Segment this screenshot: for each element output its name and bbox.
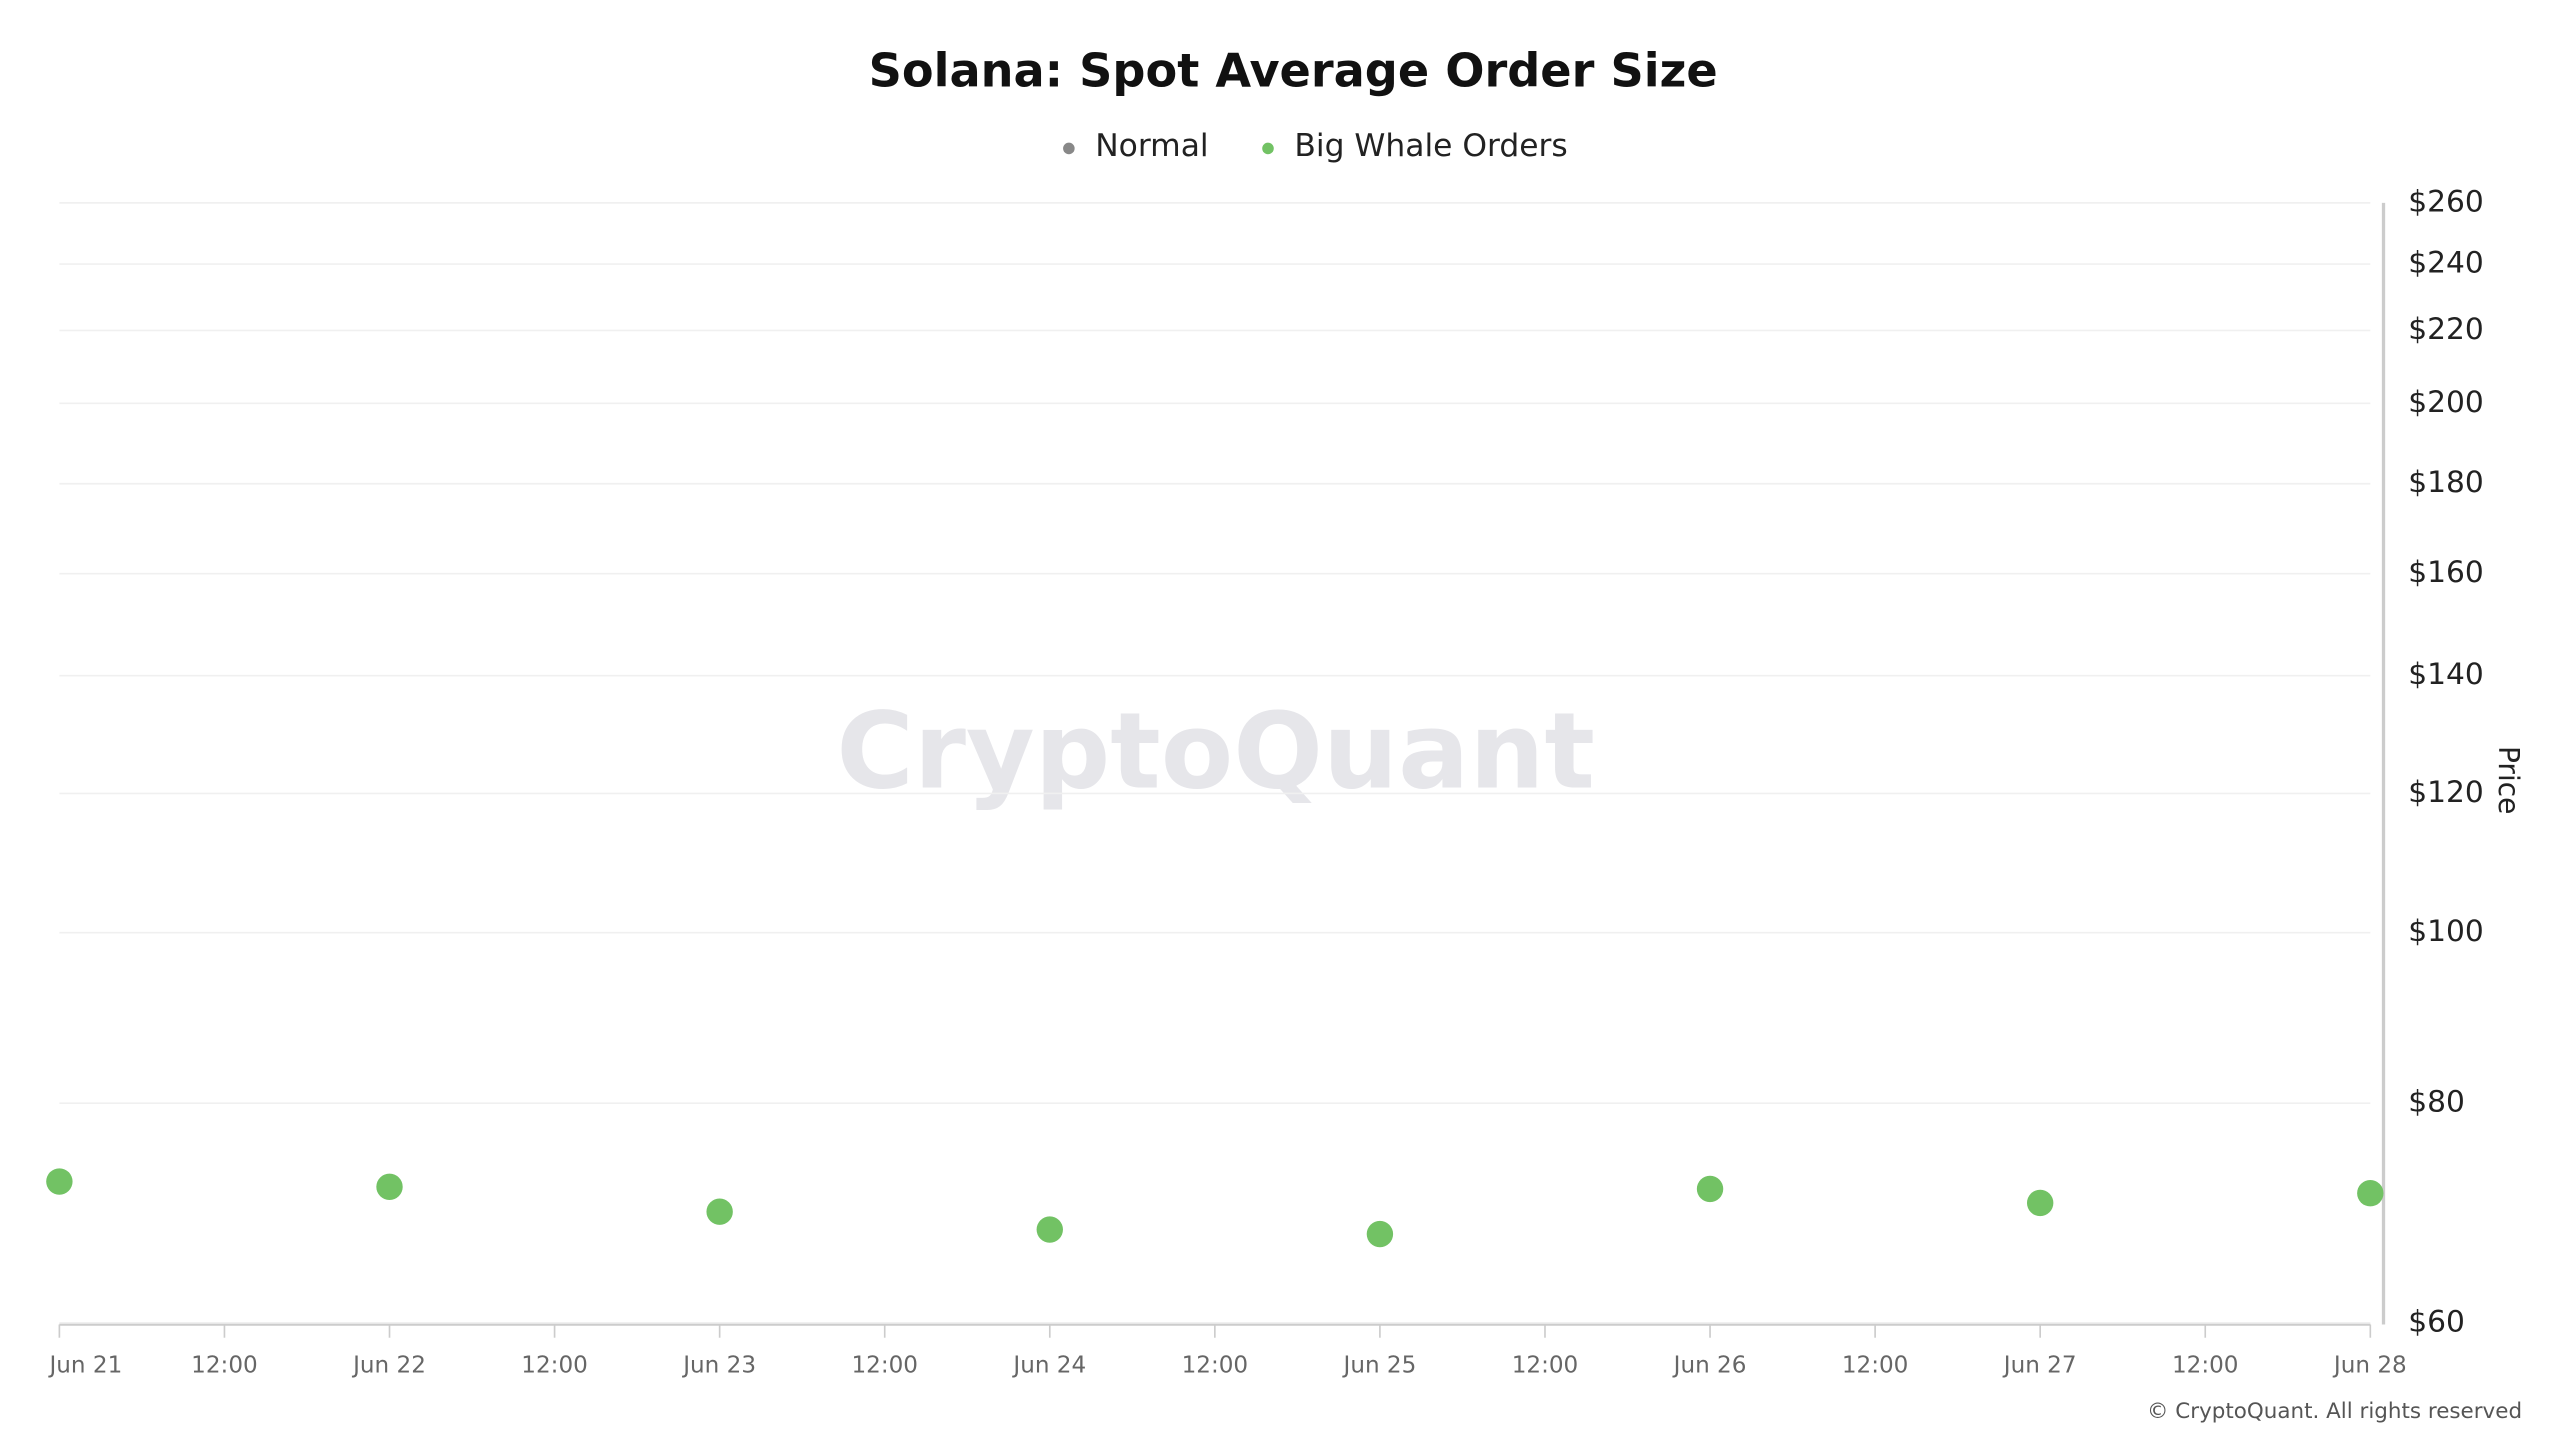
point [1696, 1175, 1724, 1203]
y-tick-label: $160 [2408, 555, 2484, 590]
x-tick-label: Jun 22 [351, 1352, 426, 1378]
x-tick-label: 12:00 [1842, 1352, 1909, 1378]
watermark: CryptoQuant [836, 690, 1595, 813]
point [2357, 1180, 2384, 1207]
x-tick-label: Jun 21 [47, 1352, 122, 1378]
x-tick-label: 12:00 [1182, 1352, 1249, 1378]
y-axis-label: Price [2492, 746, 2525, 814]
x-tick-label: Jun 26 [1672, 1352, 1747, 1378]
point [2026, 1189, 2054, 1217]
y-tick-label: $240 [2408, 246, 2484, 281]
x-tick-label: Jun 24 [1011, 1352, 1086, 1378]
x-tick-label: 12:00 [191, 1352, 258, 1378]
legend-label: Big Whale Orders [1294, 128, 1567, 164]
footer: © CryptoQuant. All rights reserved [2147, 1399, 2522, 1424]
x-tick-label: Jun 28 [2332, 1352, 2407, 1378]
y-tick-label: $220 [2408, 312, 2484, 347]
point [1036, 1216, 1063, 1243]
point [706, 1198, 733, 1225]
x-tick-label: 12:00 [1512, 1352, 1579, 1378]
y-tick-label: $60 [2408, 1304, 2465, 1339]
x-tick-label: 12:00 [521, 1352, 588, 1378]
legend-label: Normal [1095, 128, 1208, 164]
x-tick-label: Jun 27 [2002, 1352, 2077, 1378]
point [1366, 1220, 1394, 1248]
y-tick-label: $80 [2408, 1085, 2465, 1120]
legend-marker [1262, 142, 1274, 155]
x-tick-label: 12:00 [2172, 1352, 2239, 1378]
y-tick-label: $200 [2408, 385, 2484, 420]
point [46, 1168, 73, 1195]
y-tick-label: $260 [2408, 184, 2484, 219]
legend-marker [1063, 142, 1075, 155]
x-tick-label: Jun 25 [1342, 1352, 1417, 1378]
y-tick-label: $140 [2408, 657, 2484, 692]
y-tick-label: $120 [2408, 775, 2484, 810]
y-tick-label: $100 [2408, 914, 2484, 949]
x-tick-label: Jun 23 [681, 1352, 756, 1378]
chart-title: Solana: Spot Average Order Size [869, 44, 1718, 98]
x-tick-label: 12:00 [851, 1352, 918, 1378]
y-tick-label: $180 [2408, 465, 2484, 500]
point [376, 1173, 403, 1201]
